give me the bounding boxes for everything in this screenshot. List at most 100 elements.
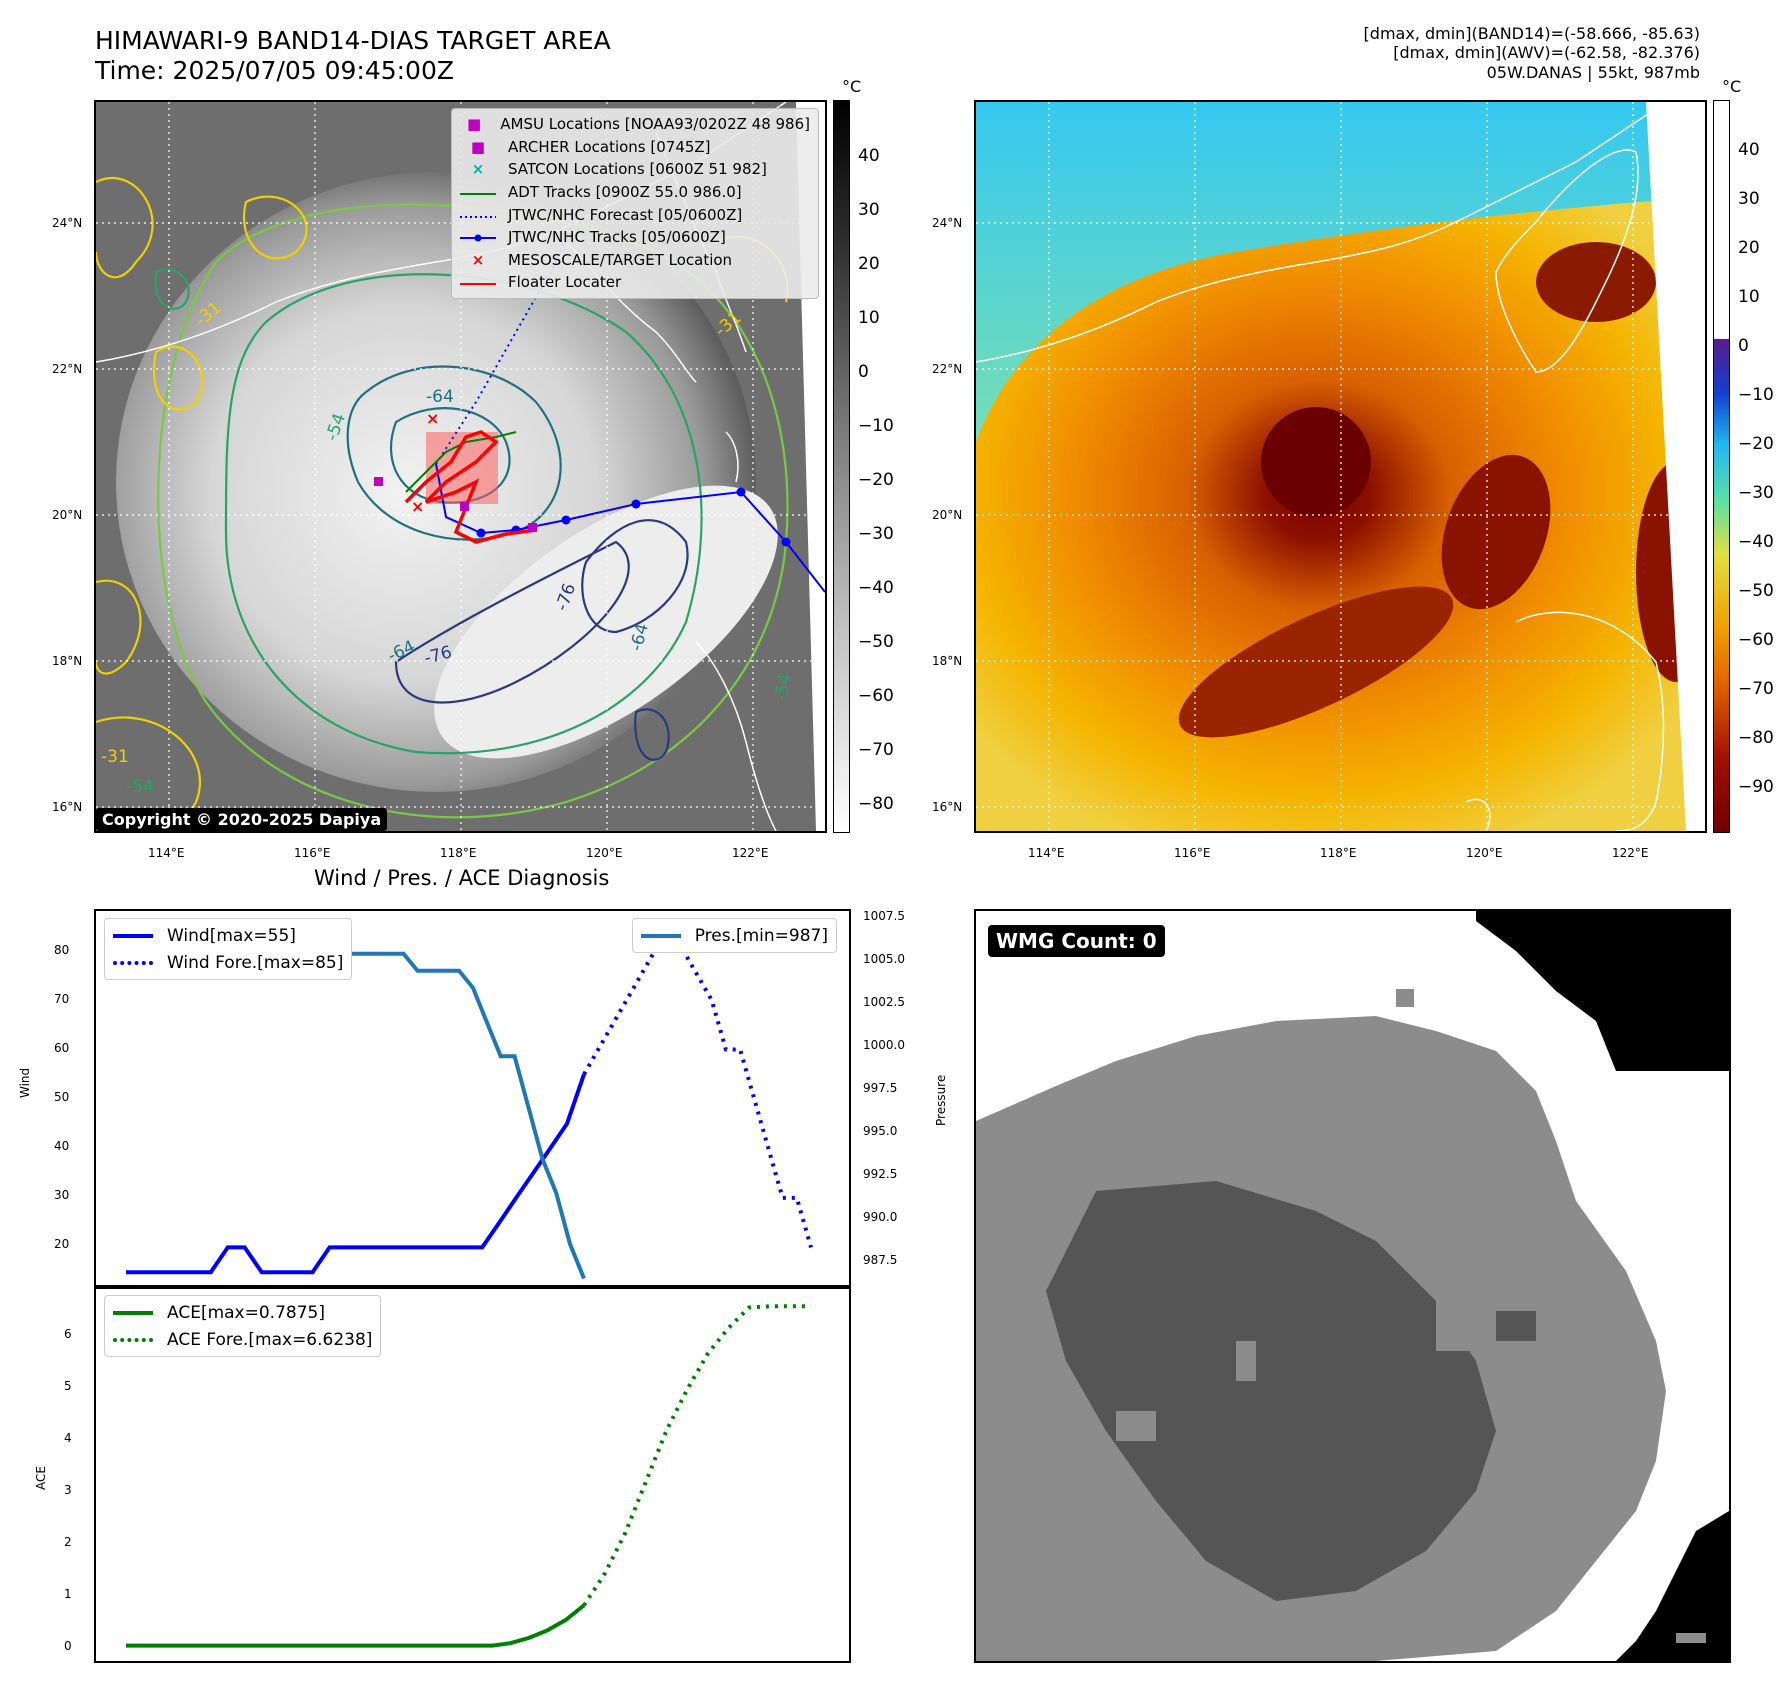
colorbar-tick: −10 xyxy=(1738,385,1774,405)
pressure-legend: Pres.[min=987] xyxy=(631,918,837,953)
colorbar-tick: −50 xyxy=(1738,581,1774,601)
pressure-tick: 1005.0 xyxy=(863,952,905,966)
ace-tick: 5 xyxy=(64,1379,72,1393)
legend-archer: ■ ARCHER Locations [0745Z] xyxy=(470,137,711,156)
legend-wind: Wind[max=55] xyxy=(113,922,343,949)
floater-track xyxy=(404,430,537,544)
lat-label: 24°N xyxy=(932,216,963,230)
wind-legend: Wind[max=55] Wind Fore.[max=85] xyxy=(104,918,353,980)
contour-label: -31 xyxy=(101,747,129,767)
wind-tick: 20 xyxy=(54,1237,70,1251)
wind-tick: 30 xyxy=(54,1188,70,1202)
band14-colorbar xyxy=(833,100,850,833)
colorbar-tick: 30 xyxy=(1738,189,1760,209)
awv-colorbar xyxy=(1713,100,1730,833)
map-legend: ■ AMSU Locations [NOAA93/0202Z 48 986] ■ A… xyxy=(451,108,819,299)
jtwc-forecast-track xyxy=(435,191,587,465)
colorbar-tick: −80 xyxy=(1738,728,1774,748)
archer-location-mark xyxy=(528,523,537,532)
lon-label: 114°E xyxy=(1028,846,1065,860)
archer-location-mark xyxy=(460,502,469,511)
target-location-mark: × xyxy=(411,497,424,516)
colorbar-unit: °C xyxy=(842,77,862,96)
colorbar-tick: −70 xyxy=(1738,679,1774,699)
ace-chart: ACE[max=0.7875] ACE Fore.[max=6.6238] xyxy=(94,1285,851,1663)
colorbar-tick: −20 xyxy=(1738,434,1774,454)
pressure-tick: 997.5 xyxy=(863,1081,898,1095)
colorbar-tick: 0 xyxy=(1738,336,1749,356)
lat-label: 16°N xyxy=(932,800,963,814)
lon-label: 114°E xyxy=(148,846,185,860)
contour-label: -64 xyxy=(426,387,454,407)
ace-axis-label: ACE xyxy=(34,1466,48,1490)
wind-tick: 40 xyxy=(54,1139,70,1153)
wmg-grid xyxy=(976,911,1729,1661)
pressure-axis-label: Pressure xyxy=(934,1074,948,1126)
wind-tick: 50 xyxy=(54,1090,70,1104)
colorbar-tick: 20 xyxy=(858,254,880,274)
lat-label: 20°N xyxy=(52,508,83,522)
lat-label: 22°N xyxy=(52,362,83,376)
colorbar-unit: °C xyxy=(1722,77,1742,96)
pressure-series-line xyxy=(126,934,586,1280)
lon-label: 120°E xyxy=(1466,846,1503,860)
lat-label: 18°N xyxy=(932,654,963,668)
lat-label: 16°N xyxy=(52,800,83,814)
ace-tick: 0 xyxy=(64,1639,72,1653)
info-storm: 05W.DANAS | 55kt, 987mb xyxy=(1486,63,1700,82)
pressure-tick: 987.5 xyxy=(863,1253,898,1267)
legend-jtwc-forecast: JTWC/NHC Forecast [05/0600Z] xyxy=(460,205,743,224)
lon-label: 116°E xyxy=(294,846,331,860)
colorbar-tick: 10 xyxy=(858,308,880,328)
lat-label: 20°N xyxy=(932,508,963,522)
ace-tick: 2 xyxy=(64,1535,72,1549)
wind-forecast-series-line xyxy=(582,921,813,1248)
legend-satcon: × SATCON Locations [0600Z 51 982] xyxy=(471,160,767,179)
colorbar-tick: −30 xyxy=(1738,483,1774,503)
ace-plot xyxy=(126,1304,811,1648)
wmg-count-badge: WMG Count: 0 xyxy=(988,925,1165,957)
contour-label: -54 xyxy=(126,777,154,797)
wind-axis-label: Wind xyxy=(18,1067,32,1098)
legend-amsu: ■ AMSU Locations [NOAA93/0202Z 48 986] xyxy=(467,115,810,134)
pressure-tick: 1000.0 xyxy=(863,1038,905,1052)
lon-label: 122°E xyxy=(732,846,769,860)
ace-tick: 6 xyxy=(64,1327,72,1341)
colorbar-tick: 0 xyxy=(858,362,869,382)
pressure-tick: 990.0 xyxy=(863,1210,898,1224)
ace-tick: 1 xyxy=(64,1587,72,1601)
colorbar-tick: −10 xyxy=(858,416,894,436)
amsu-location-mark xyxy=(374,477,383,486)
colorbar-tick: 30 xyxy=(858,200,880,220)
awv-map xyxy=(976,102,1705,831)
ace-tick: 4 xyxy=(64,1431,72,1445)
pressure-tick: 1007.5 xyxy=(863,909,905,923)
colorbar-tick: −40 xyxy=(858,578,894,598)
pressure-tick: 1002.5 xyxy=(863,995,905,1009)
colorbar-tick: 40 xyxy=(858,146,880,166)
lon-label: 120°E xyxy=(586,846,623,860)
lat-label: 18°N xyxy=(52,654,83,668)
legend-adt: ADT Tracks [0900Z 55.0 986.0] xyxy=(460,183,742,202)
colorbar-tick: −90 xyxy=(1738,777,1774,797)
copyright-label: Copyright © 2020-2025 Dapiya xyxy=(96,808,388,831)
contour-label: -54 xyxy=(771,672,796,703)
colorbar-tick: 20 xyxy=(1738,238,1760,258)
lat-label: 22°N xyxy=(932,362,963,376)
pressure-tick: 995.0 xyxy=(863,1124,898,1138)
chart-time: Time: 2025/07/05 09:45:00Z xyxy=(95,56,454,85)
legend-pressure: Pres.[min=987] xyxy=(640,922,828,949)
colorbar-tick: −60 xyxy=(1738,630,1774,650)
colorbar-tick: −60 xyxy=(858,686,894,706)
diagnosis-title: Wind / Pres. / ACE Diagnosis xyxy=(314,866,610,890)
legend-jtwc-tracks: JTWC/NHC Tracks [05/0600Z] xyxy=(460,226,810,249)
target-location-mark: × xyxy=(426,409,439,428)
wmg-panel: WMG Count: 0 xyxy=(974,909,1731,1663)
ace-tick: 3 xyxy=(64,1483,72,1497)
legend-mesoscale: × MESOSCALE/TARGET Location xyxy=(471,250,733,269)
colorbar-tick: 40 xyxy=(1738,140,1760,160)
awv-map-panel xyxy=(974,100,1707,833)
info-awv: [dmax, dmin](AWV)=(-62.58, -82.376) xyxy=(1393,43,1700,62)
lon-label: 118°E xyxy=(1320,846,1357,860)
legend-wind-forecast: Wind Fore.[max=85] xyxy=(113,949,343,976)
